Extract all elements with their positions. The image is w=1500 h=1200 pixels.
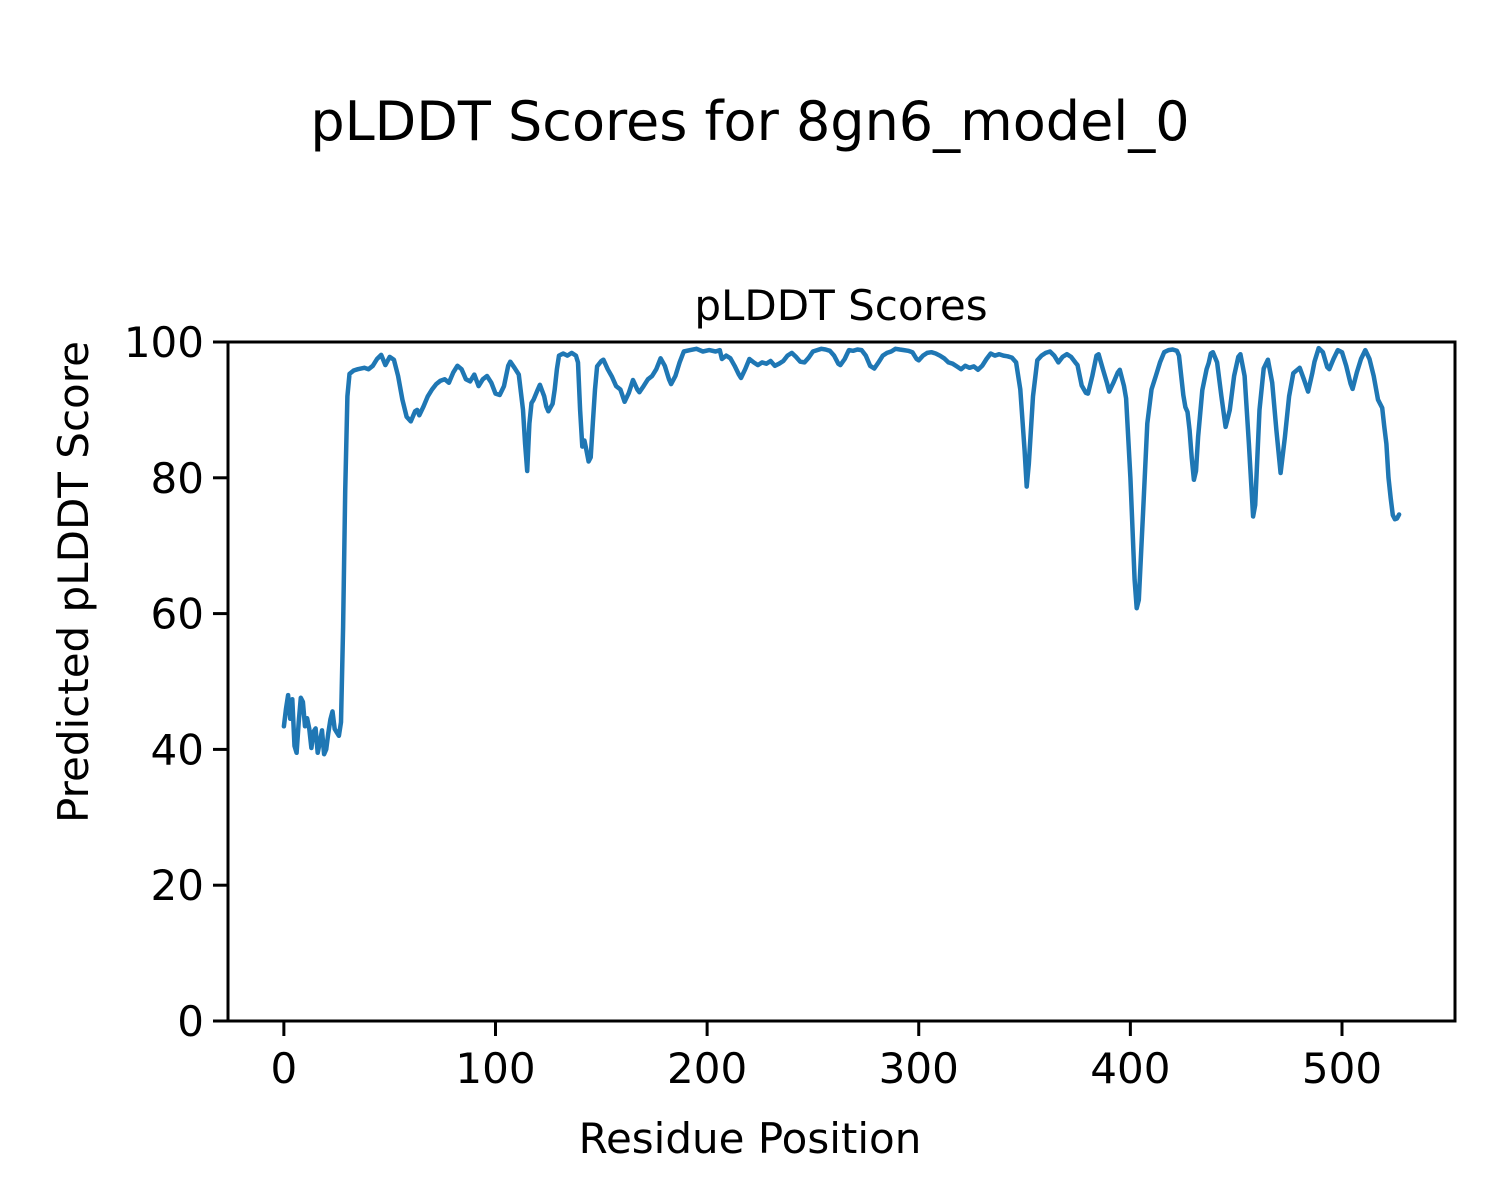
y-tick-label: 40 (151, 725, 204, 774)
x-tick-label: 100 (455, 1044, 535, 1093)
plddt-score-line (281, 345, 1402, 757)
x-tick-label: 0 (271, 1044, 298, 1093)
axes-title: pLDDT Scores (694, 281, 987, 330)
plot-border (226, 340, 1457, 1023)
x-tick-label: 300 (879, 1044, 959, 1093)
plot-area: 0 100 200 300 400 500 0 20 40 60 80 100 (124, 318, 1457, 1093)
y-tick-label: 0 (177, 997, 204, 1046)
y-axis-label: Predicted pLDDT Score (49, 341, 98, 823)
x-tick-label: 200 (667, 1044, 747, 1093)
x-tick-label: 500 (1302, 1044, 1382, 1093)
y-tick-label: 20 (151, 861, 204, 910)
y-tick-label: 80 (151, 454, 204, 503)
figure-title: pLDDT Scores for 8gn6_model_0 (310, 90, 1189, 153)
y-tick-label: 60 (151, 590, 204, 639)
y-tick-label: 100 (124, 318, 204, 367)
x-tick-label: 400 (1090, 1044, 1170, 1093)
x-axis-label: Residue Position (579, 1114, 922, 1163)
